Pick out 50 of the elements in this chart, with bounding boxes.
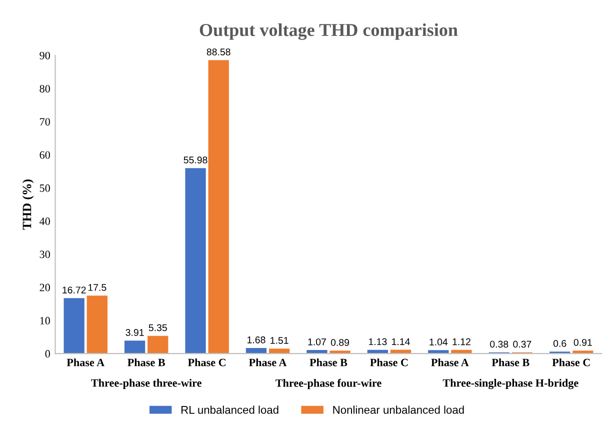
data-label: 5.35 <box>148 324 167 332</box>
data-label: 88.58 <box>206 48 230 56</box>
text: Three-phase three-wire <box>91 378 202 390</box>
data-label: 17.5 <box>88 284 106 291</box>
x-tick-label: Phase C <box>370 358 408 366</box>
x-tick-label: Phase C <box>188 358 226 366</box>
data-label: 0.38 <box>490 340 508 348</box>
bar <box>208 60 229 354</box>
y-tick-label: 60 <box>40 151 50 159</box>
data-label: 1.68 <box>248 336 266 344</box>
legend-label: RL unbalanced load <box>181 406 278 414</box>
bar <box>148 336 168 354</box>
y-tick-label: 10 <box>40 316 50 324</box>
x-tick-label: Phase B <box>310 358 348 366</box>
bar <box>124 340 146 354</box>
text: Three-phase four-wire <box>276 378 382 390</box>
data-label: 1.51 <box>270 337 288 344</box>
x-tick-label: Phase A <box>248 358 287 366</box>
data-label: 1.12 <box>452 338 470 346</box>
y-tick-label: 90 <box>40 52 50 60</box>
legend-label: Nonlinear unbalanced load <box>333 406 464 414</box>
y-tick-label: 80 <box>40 84 50 92</box>
y-tick-label: 30 <box>40 250 50 258</box>
data-label: 1.07 <box>308 338 326 346</box>
bar <box>185 168 206 354</box>
x-tick-label: Phase B <box>128 358 166 366</box>
bar <box>86 296 108 354</box>
data-label: 0.89 <box>330 339 350 346</box>
data-label: 1.14 <box>392 338 410 346</box>
data-label: 3.91 <box>126 329 144 336</box>
y-axis-title: THD (%) <box>22 180 34 230</box>
data-label: 1.13 <box>368 338 387 346</box>
x-tick-label: Phase B <box>492 358 530 366</box>
data-label: 1.04 <box>430 338 448 346</box>
text: Three-single-phase H-bridge <box>442 378 578 390</box>
data-label: 55.98 <box>184 156 208 164</box>
x-tick-label: Phase A <box>66 358 105 366</box>
y-tick-label: 40 <box>40 218 50 226</box>
bar <box>64 298 84 354</box>
x-tick-label: Phase A <box>431 358 469 366</box>
chart-title: Output voltage THD comparision <box>200 23 458 40</box>
x-tick-label: Phase C <box>552 358 590 366</box>
y-tick-label: 0 <box>45 350 50 358</box>
data-label: 16.72 <box>62 286 86 294</box>
y-tick-label: 70 <box>40 118 50 126</box>
data-label: 0.37 <box>513 340 532 348</box>
y-tick-label: 20 <box>40 284 50 292</box>
data-label: 0.91 <box>574 338 592 346</box>
data-label: 0.6 <box>553 340 566 347</box>
y-tick-label: 50 <box>40 184 50 192</box>
